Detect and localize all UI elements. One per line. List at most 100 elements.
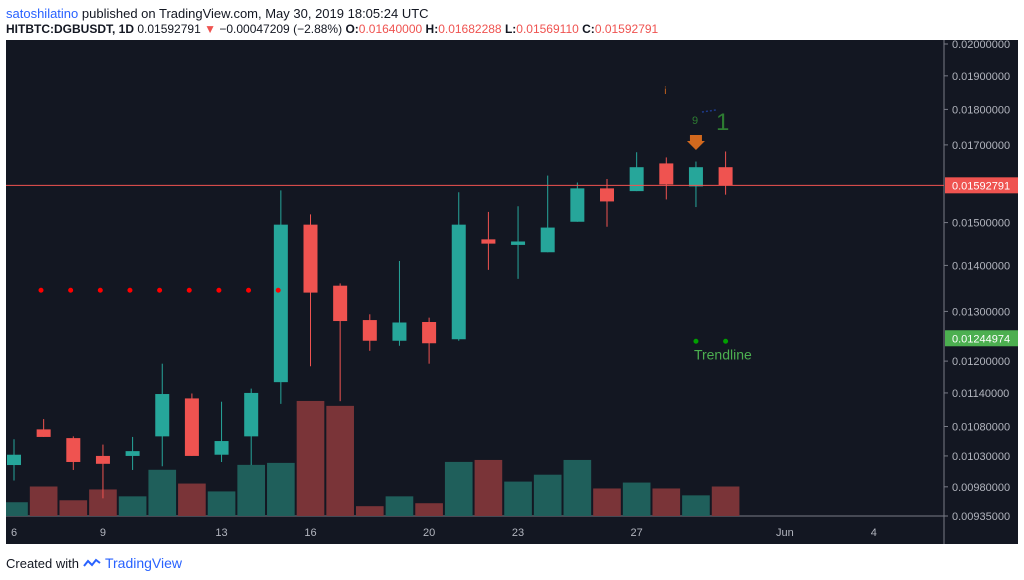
time-tick-label: 23 <box>512 527 524 539</box>
volume-bar <box>148 469 177 516</box>
time-tick-label: 4 <box>871 527 877 539</box>
candle-body <box>688 167 703 187</box>
resistance-dot <box>38 287 44 293</box>
volume-bar <box>355 506 384 516</box>
current-price-label: 0.01592791 <box>952 180 1010 192</box>
volume-bar <box>563 459 592 516</box>
volume-bar <box>326 405 354 516</box>
volume-bar <box>444 461 473 516</box>
candle-body <box>155 394 170 437</box>
close-label: C: <box>582 22 595 36</box>
price-tick-label: 0.01700000 <box>952 140 1010 152</box>
volume-bar <box>118 496 147 516</box>
price-tick-label: 0.01200000 <box>952 356 1010 368</box>
candle-body <box>659 163 674 185</box>
volume-bar <box>533 474 562 516</box>
candle-body <box>214 441 229 455</box>
price-chart[interactable]: 0.02000000 0.01900000 0.01800000 0.01700000… <box>0 39 1018 544</box>
low-label: L: <box>504 22 517 36</box>
price-tick-label: 0.01800000 <box>952 104 1010 116</box>
resistance-dot <box>68 287 74 293</box>
candle-body <box>95 455 110 464</box>
trendline-price-label: 0.01244974 <box>952 333 1010 345</box>
signal-count-1: 1 <box>716 109 729 136</box>
price-change: −0.00047209 (−2.88%) <box>219 22 343 36</box>
resistance-dot <box>246 287 252 293</box>
time-tick-label: 20 <box>423 527 435 539</box>
resistance-dot <box>186 287 192 293</box>
volume-bar <box>178 483 206 516</box>
footer: Created with TradingView <box>6 555 182 571</box>
price-tick-label: 0.00980000 <box>952 482 1010 494</box>
volume-bar <box>593 488 621 516</box>
candle-body <box>36 429 51 437</box>
close-value: 0.01592791 <box>594 22 659 36</box>
resistance-dot <box>216 287 222 293</box>
resistance-dot <box>275 287 281 293</box>
candle-body <box>66 438 81 462</box>
time-tick-label: 16 <box>304 527 316 539</box>
price-tick-label: 0.01900000 <box>952 71 1010 83</box>
resistance-dot <box>127 287 133 293</box>
time-tick-label: 6 <box>11 527 17 539</box>
high-label: H: <box>425 22 439 36</box>
candle-body <box>362 320 377 341</box>
price-axis <box>944 40 1018 544</box>
candle-body <box>511 241 526 245</box>
time-axis <box>6 516 944 544</box>
candle-body <box>540 227 555 253</box>
volume-bar <box>652 488 681 516</box>
candle-body <box>244 392 259 437</box>
symbol-legend: HITBTC:DGBUSDT, 1D 0.01592791 ▼ −0.00047… <box>6 22 658 36</box>
chart-canvas[interactable]: 0.02000000 0.01900000 0.01800000 0.01700000… <box>0 39 1018 544</box>
time-tick-label: Jun <box>776 527 794 539</box>
last-price: 0.01592791 <box>137 22 201 36</box>
price-tick-label: 0.01080000 <box>952 422 1010 434</box>
candle-body <box>184 398 199 456</box>
candle-body <box>273 224 288 383</box>
tradingview-brand[interactable]: TradingView <box>104 555 183 571</box>
trendline-dot <box>693 338 699 344</box>
current-price-badge <box>945 177 1018 194</box>
candle-body <box>422 322 437 344</box>
candle-body <box>303 224 318 293</box>
volume-bar <box>237 464 266 516</box>
published-text: published on TradingView.com, May 30, 20… <box>81 6 429 21</box>
change-down-icon: ▼ <box>204 22 216 36</box>
price-tick-label: 0.01400000 <box>952 260 1010 272</box>
volume-bar <box>415 503 443 516</box>
time-tick-label: 27 <box>631 527 643 539</box>
price-tick-label: 0.00935000 <box>952 511 1010 523</box>
signal-count-9: 9 <box>692 115 698 127</box>
resistance-dot <box>157 287 163 293</box>
trendline-dot <box>723 338 729 344</box>
volume-bar <box>267 462 295 516</box>
volume-bar <box>0 502 28 516</box>
price-tick-label: 0.01140000 <box>952 388 1009 400</box>
volume-bar <box>474 459 503 516</box>
volume-bar <box>622 482 651 516</box>
trendline-price-badge <box>945 330 1018 347</box>
volume-bar <box>682 495 710 516</box>
signal-top-text: i <box>664 86 666 97</box>
time-tick-label: 13 <box>215 527 227 539</box>
volume-bar <box>385 496 414 516</box>
candle-body <box>718 167 733 186</box>
candle-body <box>7 454 21 466</box>
tradingview-logo-icon <box>83 558 101 567</box>
open-label: O: <box>345 22 359 36</box>
author-username[interactable]: satoshilatino <box>6 6 79 21</box>
volume-bar <box>29 486 58 516</box>
volume-bar <box>59 500 88 516</box>
candle-body <box>600 188 614 202</box>
open-value: 0.01640000 <box>358 22 423 36</box>
volume-bar <box>296 400 325 516</box>
price-tick-label: 0.02000000 <box>952 40 1010 51</box>
candle-body <box>629 167 644 192</box>
price-tick-label: 0.01300000 <box>952 306 1010 318</box>
created-with-label: Created with <box>6 555 79 571</box>
trendline-text: Trendline <box>694 346 752 362</box>
candle-body <box>570 188 585 222</box>
sell-arrow-icon <box>686 135 705 150</box>
candle-body <box>451 224 466 340</box>
